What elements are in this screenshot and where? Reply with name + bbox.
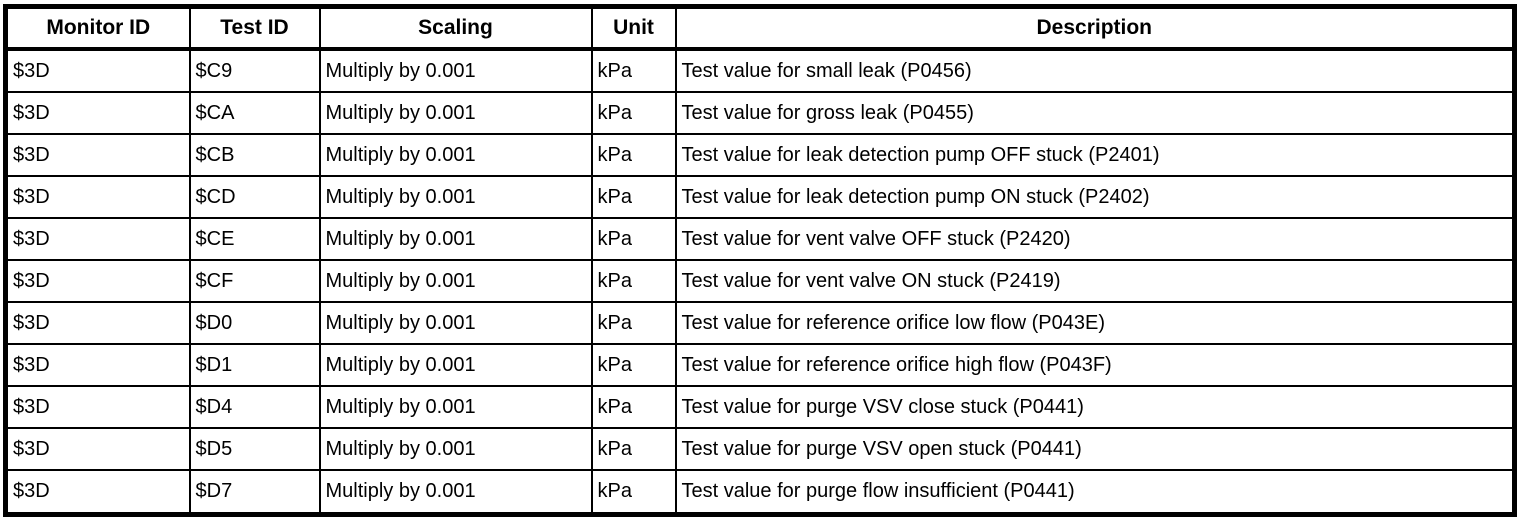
cell-test-id: $C9 — [188, 47, 321, 94]
cell-description: Test value for reference orifice low flo… — [674, 301, 1516, 346]
cell-description: Test value for leak detection pump OFF s… — [674, 133, 1516, 178]
cell-monitor-id: $3D — [4, 469, 191, 516]
column-header-monitor-id: Monitor ID — [4, 5, 191, 51]
table-row: $3D $CF Multiply by 0.001 kPa Test value for… — [4, 259, 1516, 304]
cell-test-id: $D4 — [188, 385, 321, 430]
cell-scaling: Multiply by 0.001 — [318, 175, 593, 220]
column-header-unit: Unit — [590, 5, 677, 51]
cell-unit: kPa — [590, 91, 677, 136]
cell-scaling: Multiply by 0.001 — [318, 301, 593, 346]
cell-unit: kPa — [590, 427, 677, 472]
cell-test-id: $D7 — [188, 469, 321, 516]
cell-monitor-id: $3D — [4, 259, 191, 304]
cell-test-id: $CA — [188, 91, 321, 136]
cell-scaling: Multiply by 0.001 — [318, 217, 593, 262]
table-row: $3D $CB Multiply by 0.001 kPa Test value for… — [4, 133, 1516, 178]
table-row: $3D $CE Multiply by 0.001 kPa Test value for… — [4, 217, 1516, 262]
table-row: $3D $D5 Multiply by 0.001 kPa Test value for… — [4, 427, 1516, 472]
table-row: $3D $C9 Multiply by 0.001 kPa Test value for… — [4, 47, 1516, 94]
table-body: $3D $C9 Multiply by 0.001 kPa Test value for… — [4, 47, 1516, 516]
cell-description: Test value for leak detection pump ON st… — [674, 175, 1516, 220]
table-row: $3D $D1 Multiply by 0.001 kPa Test value for… — [4, 343, 1516, 388]
header-row: Monitor ID Test ID Scaling Unit Description — [4, 5, 1516, 51]
cell-monitor-id: $3D — [4, 427, 191, 472]
cell-monitor-id: $3D — [4, 301, 191, 346]
cell-description: Test value for vent valve ON stuck (P241… — [674, 259, 1516, 304]
cell-test-id: $CE — [188, 217, 321, 262]
cell-scaling: Multiply by 0.001 — [318, 259, 593, 304]
cell-scaling: Multiply by 0.001 — [318, 469, 593, 516]
cell-unit: kPa — [590, 301, 677, 346]
cell-scaling: Multiply by 0.001 — [318, 133, 593, 178]
cell-unit: kPa — [590, 259, 677, 304]
cell-scaling: Multiply by 0.001 — [318, 343, 593, 388]
table-row: $3D $CD Multiply by 0.001 kPa Test value for… — [4, 175, 1516, 220]
cell-test-id: $D0 — [188, 301, 321, 346]
cell-monitor-id: $3D — [4, 217, 191, 262]
cell-unit: kPa — [590, 47, 677, 94]
table-header: Monitor ID Test ID Scaling Unit Description — [4, 5, 1516, 51]
cell-description: Test value for purge VSV close stuck (P0… — [674, 385, 1516, 430]
cell-unit: kPa — [590, 133, 677, 178]
cell-test-id: $CF — [188, 259, 321, 304]
table-row: $3D $D7 Multiply by 0.001 kPa Test value for… — [4, 469, 1516, 516]
table-row: $3D $D0 Multiply by 0.001 kPa Test value for… — [4, 301, 1516, 346]
cell-description: Test value for purge VSV open stuck (P04… — [674, 427, 1516, 472]
cell-description: Test value for small leak (P0456) — [674, 47, 1516, 94]
cell-unit: kPa — [590, 217, 677, 262]
cell-test-id: $D5 — [188, 427, 321, 472]
cell-monitor-id: $3D — [4, 47, 191, 94]
cell-unit: kPa — [590, 385, 677, 430]
cell-test-id: $CB — [188, 133, 321, 178]
table-row: $3D $D4 Multiply by 0.001 kPa Test value for… — [4, 385, 1516, 430]
monitor-test-table: Monitor ID Test ID Scaling Unit Description … — [3, 4, 1517, 517]
cell-test-id: $D1 — [188, 343, 321, 388]
cell-monitor-id: $3D — [4, 133, 191, 178]
cell-unit: kPa — [590, 469, 677, 516]
cell-description: Test value for reference orifice high fl… — [674, 343, 1516, 388]
cell-scaling: Multiply by 0.001 — [318, 47, 593, 94]
column-header-test-id: Test ID — [188, 5, 321, 51]
cell-monitor-id: $3D — [4, 343, 191, 388]
cell-description: Test value for gross leak (P0455) — [674, 91, 1516, 136]
cell-monitor-id: $3D — [4, 91, 191, 136]
table-row: $3D $CA Multiply by 0.001 kPa Test value for… — [4, 91, 1516, 136]
column-header-scaling: Scaling — [318, 5, 593, 51]
cell-unit: kPa — [590, 343, 677, 388]
cell-monitor-id: $3D — [4, 175, 191, 220]
cell-scaling: Multiply by 0.001 — [318, 91, 593, 136]
cell-unit: kPa — [590, 175, 677, 220]
cell-scaling: Multiply by 0.001 — [318, 385, 593, 430]
cell-description: Test value for vent valve OFF stuck (P24… — [674, 217, 1516, 262]
cell-test-id: $CD — [188, 175, 321, 220]
column-header-description: Description — [674, 5, 1516, 51]
cell-scaling: Multiply by 0.001 — [318, 427, 593, 472]
cell-description: Test value for purge flow insufficient (… — [674, 469, 1516, 516]
cell-monitor-id: $3D — [4, 385, 191, 430]
